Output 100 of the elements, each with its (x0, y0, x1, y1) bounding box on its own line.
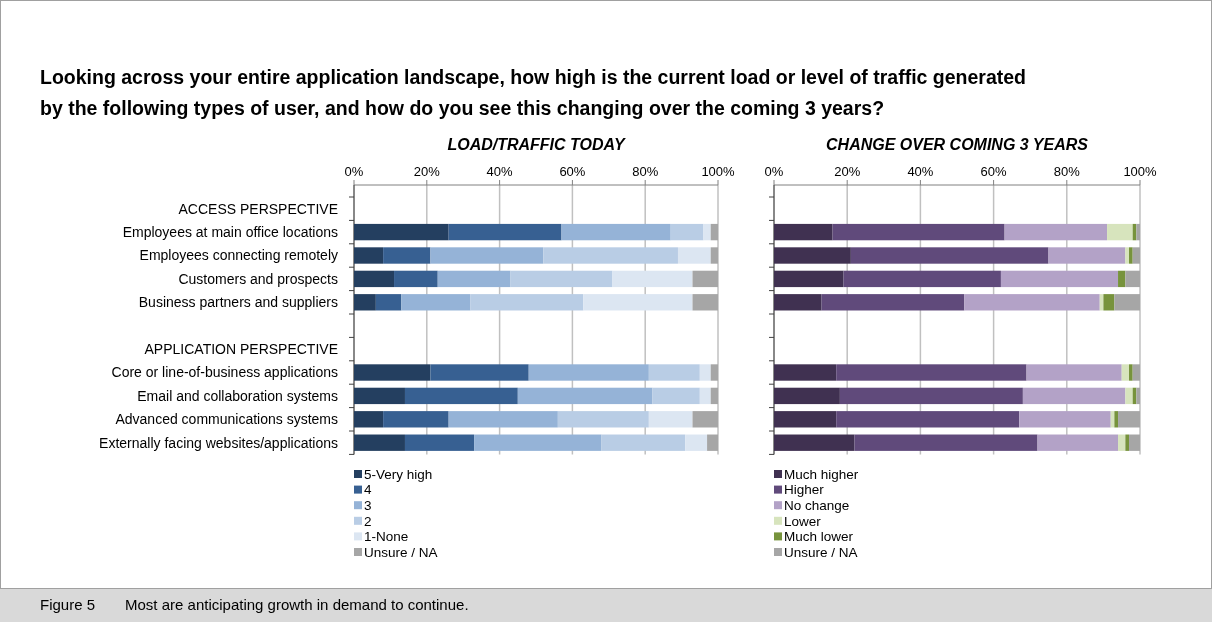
x-tick-label: 80% (632, 164, 659, 179)
bar (774, 387, 840, 405)
bar (354, 434, 405, 451)
bar (1129, 247, 1133, 264)
bar (561, 223, 671, 241)
chart-title: LOAD/TRAFFIC TODAY (447, 136, 626, 153)
bar (1048, 247, 1126, 264)
bar (354, 247, 384, 264)
bar (710, 364, 718, 381)
legend-label: 2 (364, 513, 372, 529)
bar (832, 223, 1005, 241)
x-tick-label: 40% (486, 164, 514, 179)
bar (1125, 387, 1133, 405)
y-tick-label: ACCESS PERSPECTIVE (178, 200, 338, 217)
legend-label: 3 (364, 497, 372, 513)
bar (510, 270, 613, 288)
legend-label: 4 (364, 482, 372, 498)
bar (648, 411, 693, 428)
bar (703, 223, 711, 241)
bar (1132, 247, 1140, 264)
bar (517, 387, 653, 405)
bar (707, 434, 718, 451)
bar (1132, 364, 1140, 381)
bar (836, 411, 1020, 428)
y-tick-label: APPLICATION PERSPECTIVE (144, 341, 338, 357)
legend-label: Much lower (784, 529, 854, 545)
bar (1129, 434, 1140, 451)
bar (1000, 270, 1119, 288)
text: Looking across your entire application landscape, how high is the current load or level of traffic generated by the following types of user, and how do you see this changing over the coming 3 years? (40, 65, 1028, 121)
bar (383, 247, 431, 264)
bar (1136, 387, 1140, 405)
bar (383, 411, 449, 428)
bar (543, 247, 678, 264)
bar (1026, 364, 1122, 381)
bar (1125, 247, 1130, 264)
bar (699, 387, 711, 405)
bar (448, 223, 562, 241)
y-tick-label: Core or line-of-business applications (111, 364, 338, 381)
bar (710, 223, 718, 241)
chart-title: CHANGE OVER COMING 3 YEARS (826, 136, 1089, 153)
bar (821, 294, 965, 311)
bar (1037, 434, 1119, 451)
bar (839, 387, 1023, 405)
bar (1118, 270, 1126, 288)
bar (1103, 294, 1115, 311)
bar (692, 294, 718, 311)
bar (470, 294, 584, 311)
bar (1118, 411, 1140, 428)
legend-label: Unsure / NA (364, 544, 438, 560)
bar (774, 364, 837, 381)
bar (652, 387, 700, 405)
bar (404, 434, 475, 451)
bar (474, 434, 602, 451)
x-tick-label: 0% (344, 164, 364, 179)
bar (583, 294, 693, 311)
bar (854, 434, 1038, 451)
x-tick-label: 100% (701, 164, 736, 179)
bar (774, 294, 822, 311)
bar (1136, 223, 1140, 241)
bar (401, 294, 471, 311)
bar (354, 387, 405, 405)
bar (601, 434, 686, 451)
y-tick-label: Customers and prospects (178, 270, 338, 287)
y-tick-label: Advanced communications systems (115, 411, 338, 428)
bar (1107, 223, 1133, 241)
bar (710, 387, 718, 405)
bar (1118, 434, 1126, 451)
bar (670, 223, 704, 241)
bar (354, 223, 449, 241)
legend-label: Unsure / NA (784, 544, 858, 560)
bar (528, 364, 649, 381)
x-tick-label: 80% (1053, 164, 1081, 179)
x-tick-label: 100% (1123, 164, 1158, 179)
y-tick-label: Externally facing websites/applications (99, 434, 338, 451)
bar (1121, 364, 1130, 381)
bar (677, 247, 711, 264)
y-tick-label: Employees connecting remotely (139, 247, 338, 264)
bar (774, 247, 851, 264)
bar (612, 270, 693, 288)
bar (774, 270, 844, 288)
y-tick-label: Employees at main office locations (122, 224, 338, 240)
bar (692, 411, 718, 428)
bar (394, 270, 438, 288)
legend-label: Much higher (784, 466, 859, 482)
x-tick-label: 20% (413, 164, 441, 179)
bar (710, 247, 718, 264)
bar (1114, 294, 1140, 311)
bar (354, 411, 384, 428)
bar (648, 364, 700, 381)
bar (354, 364, 431, 381)
bar (699, 364, 711, 381)
bar (557, 411, 649, 428)
bar (850, 247, 1049, 264)
y-tick-label: Business partners and suppliers (138, 294, 338, 311)
bar (404, 387, 518, 405)
bar (843, 270, 1001, 288)
bar (1125, 270, 1140, 288)
bar (836, 364, 1027, 381)
bar (685, 434, 708, 451)
legend-label: 1-None (364, 529, 409, 545)
